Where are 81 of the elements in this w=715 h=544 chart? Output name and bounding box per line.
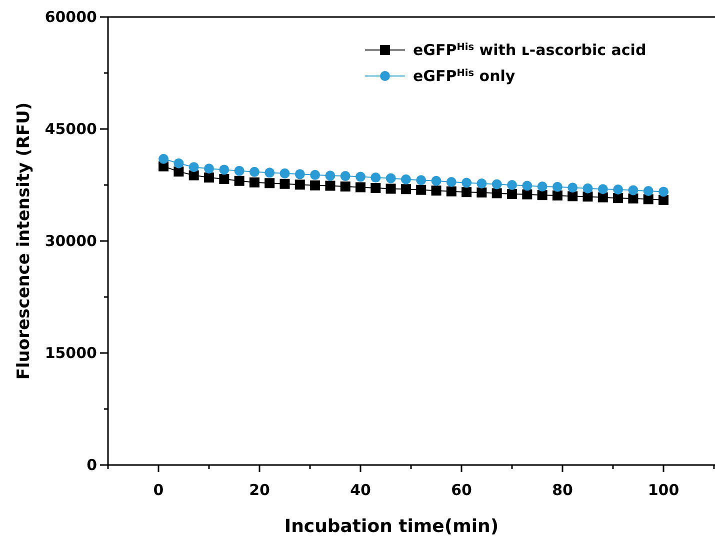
point [431,186,442,196]
point [492,188,502,198]
point [462,187,472,198]
point [476,187,487,198]
point [446,177,456,188]
x-tick-label: 20 [249,481,270,499]
point [204,172,214,183]
x-axis-title: Incubation time(min) [284,516,499,537]
point [234,176,244,186]
point [613,193,624,204]
point [234,166,244,176]
point [400,174,411,184]
point [416,184,426,195]
point [340,181,350,192]
point [219,174,230,184]
point [658,194,668,205]
point [446,186,456,196]
x-tick-label: 80 [552,481,573,499]
point [658,186,668,197]
legend-label: eGFP$^{His}$ only [413,67,516,85]
point [568,191,578,202]
point [507,180,517,190]
point [522,189,532,200]
point [219,164,230,175]
point [537,190,548,200]
point [174,166,184,177]
point [613,184,624,194]
point [568,182,578,193]
point [310,170,320,180]
point [522,180,532,191]
y-tick-label: 45000 [44,120,97,138]
point [174,158,184,168]
point [643,186,654,196]
point [552,190,562,200]
point [325,170,336,181]
point [370,172,381,183]
point [476,178,487,189]
point [598,184,608,194]
point [340,171,350,182]
x-tick-label: 40 [350,481,371,499]
point [416,175,426,186]
point [249,166,260,177]
y-tick-label: 15000 [44,344,97,362]
y-tick-label: 60000 [44,8,97,26]
point [582,183,593,194]
y-tick-label: 30000 [44,232,97,250]
point [582,192,593,202]
point [552,182,562,192]
y-axis-title: Fluorescence intensity (RFU) [14,102,34,380]
point [188,170,199,180]
point [188,162,199,172]
y-tick-label: 0 [86,456,97,474]
point [280,168,290,178]
point [325,180,336,191]
point [507,188,517,199]
point [264,168,275,178]
point [386,184,396,194]
point [431,176,442,186]
point [294,169,305,180]
x-tick-label: 0 [153,481,164,499]
point [628,193,638,204]
point [537,181,548,192]
legend-label: eGFP$^{His}$ with ʟ-ascorbic acid [413,41,646,59]
point [356,172,366,182]
point [249,177,260,188]
point [462,178,472,188]
point [310,180,320,190]
point [628,185,638,196]
point [386,173,396,184]
point [158,154,169,164]
x-tick-label: 100 [648,481,680,499]
point [492,179,502,190]
point [264,178,275,188]
point [356,182,366,192]
point [280,178,290,189]
point [370,182,381,193]
point [400,184,411,194]
x-tick-label: 60 [451,481,472,499]
point [294,180,305,190]
point [204,164,214,174]
point [598,192,608,202]
